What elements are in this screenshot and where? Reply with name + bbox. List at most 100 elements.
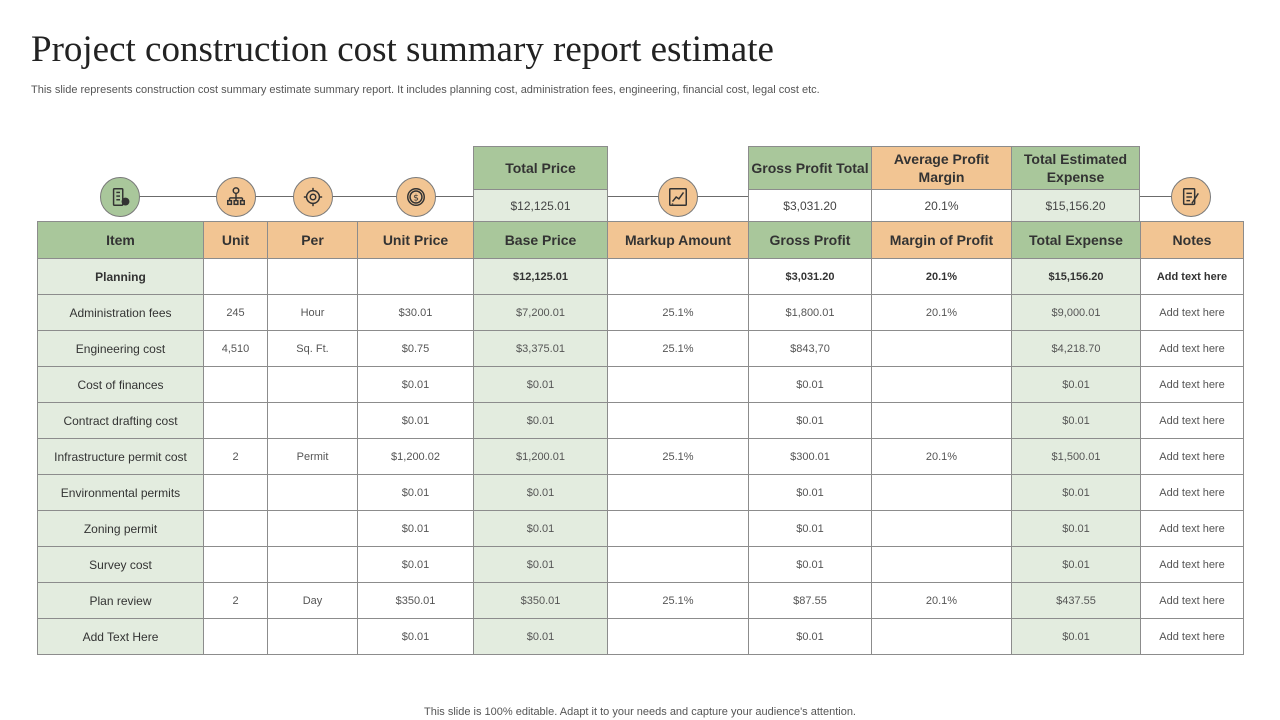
cell-gross-profit: $0.01 — [748, 402, 872, 439]
cell-gross-profit: $0.01 — [748, 510, 872, 547]
cell-unit — [203, 402, 268, 439]
cell-gross-profit: $0.01 — [748, 474, 872, 511]
cell-unit — [203, 510, 268, 547]
table-header-row: Item Unit Per Unit Price Base Price Mark… — [37, 221, 1244, 259]
cost-summary-table: Item Unit Per Unit Price Base Price Mark… — [37, 221, 1244, 655]
cell-margin-of-profit: 20.1% — [871, 258, 1012, 295]
building-checklist-icon — [100, 177, 140, 217]
cell-per: Hour — [267, 294, 358, 331]
table-row: Plan review 2 Day $350.01 $350.01 25.1% $87.55… — [37, 582, 1244, 619]
connector-line — [120, 196, 1192, 197]
cell-notes: Add text here — [1140, 366, 1244, 403]
cell-base-price: $3,375.01 — [473, 330, 608, 367]
cell-item: Environmental permits — [37, 474, 204, 511]
header-item: Item — [37, 221, 204, 259]
cell-unit-price: $30.01 — [357, 294, 474, 331]
cell-notes: Add text here — [1140, 330, 1244, 367]
cell-total-expense: $4,218.70 — [1011, 330, 1141, 367]
total-price-box: Total Price $12,125.01 — [473, 146, 608, 222]
cell-markup-amount — [607, 474, 749, 511]
cell-base-price: $0.01 — [473, 366, 608, 403]
cell-item: Plan review — [37, 582, 204, 619]
total-price-label: Total Price — [474, 147, 607, 190]
cell-item: Infrastructure permit cost — [37, 438, 204, 475]
cell-margin-of-profit — [871, 402, 1012, 439]
cell-unit-price: $350.01 — [357, 582, 474, 619]
table-row: Planning $12,125.01 $3,031.20 20.1% $15,156.… — [37, 258, 1244, 295]
cell-unit-price — [357, 258, 474, 295]
cell-per: Sq. Ft. — [267, 330, 358, 367]
cell-gross-profit: $0.01 — [748, 546, 872, 583]
cell-gross-profit: $3,031.20 — [748, 258, 872, 295]
cell-base-price: $1,200.01 — [473, 438, 608, 475]
cell-unit-price: $0.01 — [357, 510, 474, 547]
cell-markup-amount — [607, 258, 749, 295]
header-base-price: Base Price — [473, 221, 608, 259]
table-body: Planning $12,125.01 $3,031.20 20.1% $15,156.… — [37, 258, 1244, 655]
header-notes: Notes — [1140, 221, 1244, 259]
cell-markup-amount — [607, 366, 749, 403]
cell-unit — [203, 366, 268, 403]
cell-base-price: $0.01 — [473, 618, 608, 655]
total-estimated-expense-box: Total Estimated Expense $15,156.20 — [1011, 146, 1140, 222]
cell-markup-amount — [607, 510, 749, 547]
cell-notes: Add text here — [1140, 546, 1244, 583]
footer-note: This slide is 100% editable. Adapt it to… — [424, 706, 856, 718]
cell-unit-price: $0.01 — [357, 366, 474, 403]
cell-total-expense: $437.55 — [1011, 582, 1141, 619]
dollar-coin-icon: $ — [396, 177, 436, 217]
table-row: Engineering cost 4,510 Sq. Ft. $0.75 $3,375.… — [37, 330, 1244, 367]
cell-margin-of-profit — [871, 510, 1012, 547]
cell-gross-profit: $0.01 — [748, 366, 872, 403]
cell-unit: 245 — [203, 294, 268, 331]
cell-item: Survey cost — [37, 546, 204, 583]
chart-analytics-icon — [658, 177, 698, 217]
average-profit-margin-box: Average Profit Margin 20.1% — [871, 146, 1012, 222]
cell-markup-amount — [607, 546, 749, 583]
cell-markup-amount: 25.1% — [607, 582, 749, 619]
cell-margin-of-profit: 20.1% — [871, 294, 1012, 331]
hierarchy-dollar-icon — [216, 177, 256, 217]
cell-total-expense: $0.01 — [1011, 474, 1141, 511]
cell-total-expense: $0.01 — [1011, 402, 1141, 439]
cell-margin-of-profit — [871, 474, 1012, 511]
cell-item: Cost of finances — [37, 366, 204, 403]
cell-total-expense: $0.01 — [1011, 618, 1141, 655]
header-unit-price: Unit Price — [357, 221, 474, 259]
header-per: Per — [267, 221, 358, 259]
table-row: Administration fees 245 Hour $30.01 $7,200.0… — [37, 294, 1244, 331]
average-profit-margin-label: Average Profit Margin — [872, 147, 1011, 190]
total-estimated-expense-value: $15,156.20 — [1012, 190, 1139, 221]
cell-notes: Add text here — [1140, 510, 1244, 547]
table-row: Cost of finances $0.01 $0.01 $0.01 $0.01 Add … — [37, 366, 1244, 403]
cell-per — [267, 618, 358, 655]
cell-margin-of-profit: 20.1% — [871, 438, 1012, 475]
cell-unit-price: $0.01 — [357, 618, 474, 655]
cell-markup-amount: 25.1% — [607, 438, 749, 475]
cell-base-price: $0.01 — [473, 474, 608, 511]
cell-item: Engineering cost — [37, 330, 204, 367]
table-row: Environmental permits $0.01 $0.01 $0.01 $0.0… — [37, 474, 1244, 511]
cell-markup-amount — [607, 402, 749, 439]
cell-markup-amount: 25.1% — [607, 294, 749, 331]
table-row: Infrastructure permit cost 2 Permit $1,200.… — [37, 438, 1244, 475]
gear-chart-icon — [293, 177, 333, 217]
cell-item: Add Text Here — [37, 618, 204, 655]
cell-notes: Add text here — [1140, 438, 1244, 475]
cell-item: Planning — [37, 258, 204, 295]
cell-total-expense: $9,000.01 — [1011, 294, 1141, 331]
cell-base-price: $7,200.01 — [473, 294, 608, 331]
cell-markup-amount: 25.1% — [607, 330, 749, 367]
cell-total-expense: $15,156.20 — [1011, 258, 1141, 295]
header-margin-of-profit: Margin of Profit — [871, 221, 1012, 259]
cell-unit — [203, 258, 268, 295]
cell-base-price: $0.01 — [473, 510, 608, 547]
svg-text:$: $ — [413, 193, 419, 204]
cell-item: Zoning permit — [37, 510, 204, 547]
cell-base-price: $12,125.01 — [473, 258, 608, 295]
table-row: Survey cost $0.01 $0.01 $0.01 $0.01 Add text … — [37, 546, 1244, 583]
cell-notes: Add text here — [1140, 618, 1244, 655]
table-row: Contract drafting cost $0.01 $0.01 $0.01 $0.… — [37, 402, 1244, 439]
cell-gross-profit: $1,800.01 — [748, 294, 872, 331]
cell-per — [267, 366, 358, 403]
